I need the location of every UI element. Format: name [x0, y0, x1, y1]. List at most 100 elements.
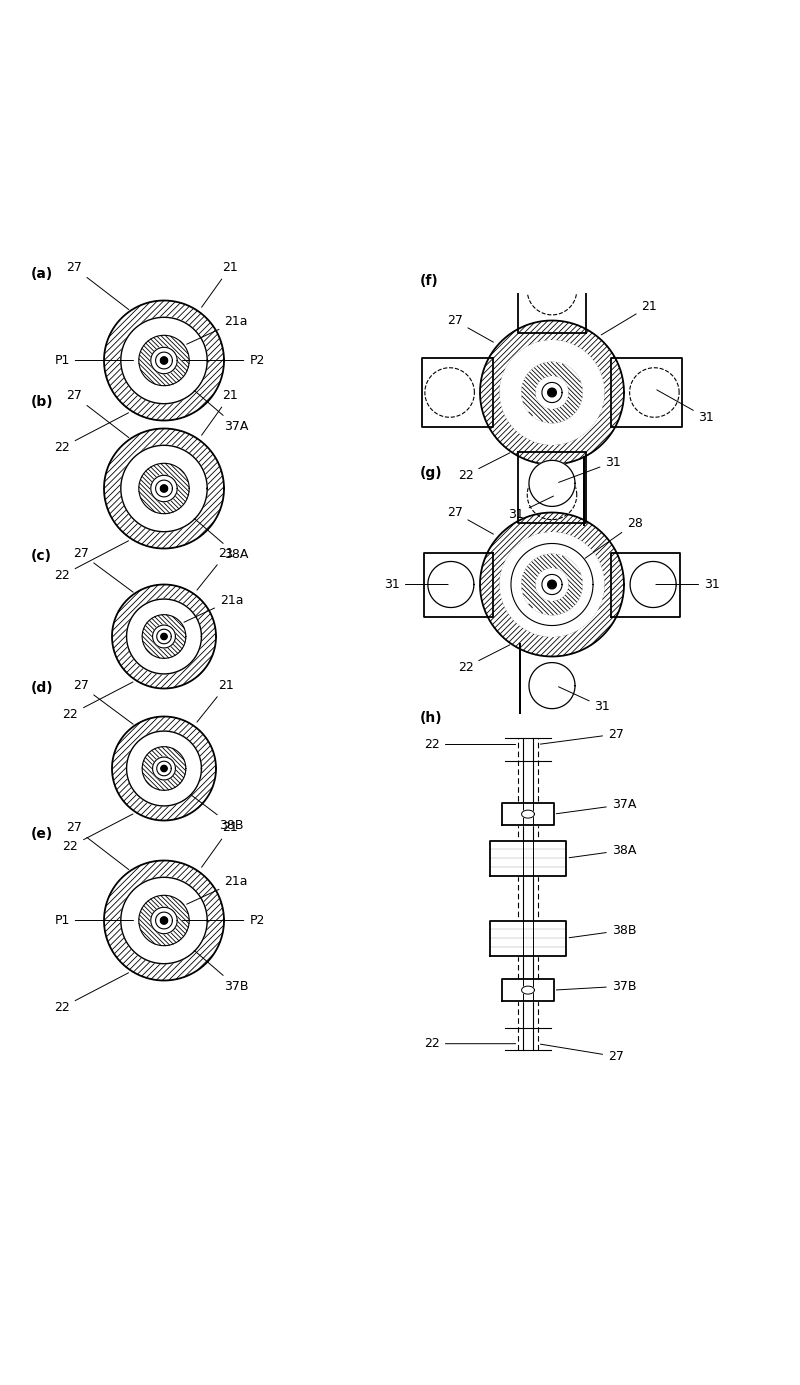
Polygon shape — [126, 600, 202, 674]
Polygon shape — [153, 625, 175, 648]
Text: 27: 27 — [73, 679, 133, 724]
Polygon shape — [139, 335, 189, 385]
Text: 31: 31 — [558, 456, 621, 482]
Polygon shape — [502, 803, 554, 825]
Text: P2: P2 — [182, 914, 265, 927]
Text: (d): (d) — [30, 681, 53, 695]
Text: 22: 22 — [458, 645, 510, 673]
Polygon shape — [422, 359, 493, 427]
Text: (g): (g) — [420, 465, 442, 479]
Polygon shape — [522, 810, 534, 819]
Text: 31: 31 — [656, 578, 720, 591]
Text: 27: 27 — [540, 727, 624, 744]
Polygon shape — [112, 584, 216, 688]
Polygon shape — [142, 615, 186, 658]
Polygon shape — [161, 766, 167, 771]
Polygon shape — [161, 917, 168, 924]
Text: (c): (c) — [30, 548, 51, 562]
Text: 27: 27 — [447, 314, 494, 342]
Polygon shape — [151, 907, 178, 933]
Polygon shape — [522, 554, 582, 615]
Text: 21: 21 — [202, 821, 238, 867]
Polygon shape — [161, 357, 168, 364]
Text: 27: 27 — [66, 821, 129, 870]
Text: 21: 21 — [601, 299, 657, 335]
Text: 37A: 37A — [556, 798, 636, 814]
Polygon shape — [529, 662, 575, 709]
Text: 27: 27 — [540, 1044, 624, 1064]
Text: 21: 21 — [202, 389, 238, 435]
Text: (a): (a) — [30, 266, 53, 281]
Text: 37B: 37B — [556, 979, 636, 993]
Text: 22: 22 — [458, 453, 510, 482]
Polygon shape — [502, 979, 554, 1001]
Text: 22: 22 — [54, 413, 129, 454]
Text: 27: 27 — [73, 547, 133, 593]
Polygon shape — [142, 747, 186, 791]
Polygon shape — [490, 921, 566, 956]
Text: 31: 31 — [558, 687, 610, 713]
Text: 27: 27 — [447, 506, 494, 535]
Polygon shape — [104, 301, 224, 421]
Polygon shape — [139, 895, 189, 946]
Polygon shape — [529, 460, 575, 507]
Text: 22: 22 — [424, 738, 516, 751]
Polygon shape — [428, 561, 474, 608]
Text: 21a: 21a — [186, 875, 248, 904]
Polygon shape — [112, 716, 216, 820]
Text: 31: 31 — [384, 578, 448, 591]
Polygon shape — [139, 335, 189, 385]
Polygon shape — [151, 348, 178, 374]
Polygon shape — [151, 475, 178, 501]
Text: (f): (f) — [420, 274, 438, 288]
Text: 22: 22 — [54, 972, 129, 1014]
Polygon shape — [161, 633, 167, 640]
Text: 21: 21 — [197, 547, 234, 590]
Text: 38A: 38A — [569, 843, 636, 857]
Text: 28: 28 — [585, 517, 642, 558]
Polygon shape — [522, 363, 582, 422]
Text: 22: 22 — [424, 1037, 516, 1050]
Text: P1: P1 — [54, 355, 134, 367]
Text: 27: 27 — [66, 389, 129, 438]
Polygon shape — [480, 512, 624, 656]
Text: P1: P1 — [54, 914, 134, 927]
Polygon shape — [121, 877, 207, 964]
Polygon shape — [112, 716, 216, 820]
Polygon shape — [480, 320, 624, 464]
Text: 22: 22 — [62, 681, 133, 722]
Polygon shape — [104, 428, 224, 548]
Polygon shape — [611, 359, 682, 427]
Polygon shape — [104, 301, 224, 421]
Polygon shape — [518, 262, 586, 334]
Text: P2: P2 — [182, 355, 265, 367]
Polygon shape — [522, 986, 534, 994]
Polygon shape — [480, 320, 624, 464]
Polygon shape — [104, 428, 224, 548]
Text: 38B: 38B — [569, 924, 636, 938]
Text: (e): (e) — [30, 827, 53, 841]
Text: 31: 31 — [508, 496, 554, 521]
Polygon shape — [518, 452, 586, 524]
Polygon shape — [630, 561, 676, 608]
Text: (h): (h) — [420, 711, 442, 726]
Polygon shape — [490, 841, 566, 875]
Text: 22: 22 — [54, 540, 129, 582]
Text: 21a: 21a — [186, 314, 248, 345]
Polygon shape — [104, 860, 224, 981]
Text: 21a: 21a — [184, 594, 243, 622]
Polygon shape — [500, 533, 604, 636]
Polygon shape — [500, 341, 604, 445]
Polygon shape — [112, 584, 216, 688]
Text: 38A: 38A — [194, 518, 248, 561]
Polygon shape — [139, 464, 189, 514]
Polygon shape — [142, 615, 186, 658]
Text: 38B: 38B — [190, 795, 244, 832]
Polygon shape — [142, 747, 186, 791]
Polygon shape — [548, 580, 556, 589]
Text: 22: 22 — [62, 814, 133, 853]
Polygon shape — [424, 553, 493, 616]
Text: 27: 27 — [66, 260, 129, 310]
Polygon shape — [536, 569, 568, 600]
Text: 37A: 37A — [194, 391, 248, 434]
